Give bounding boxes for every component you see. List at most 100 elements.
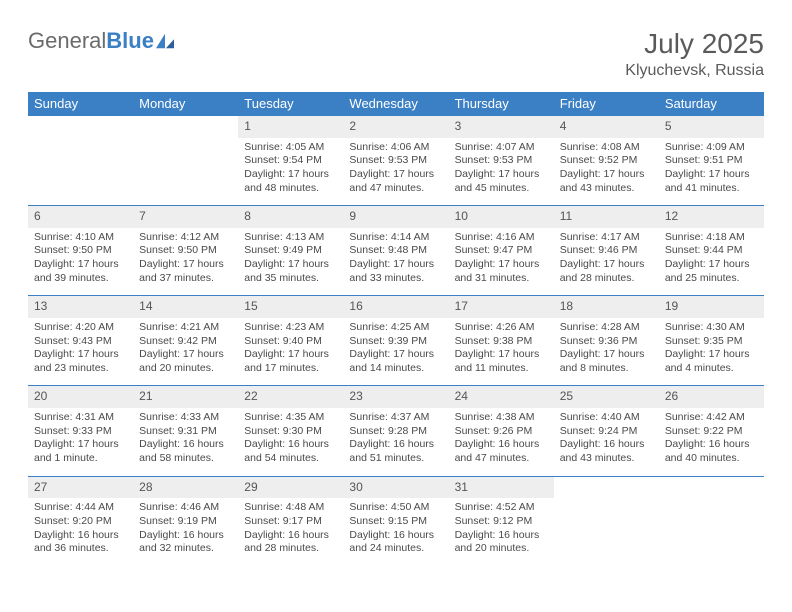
day-cell: 27Sunrise: 4:44 AMSunset: 9:20 PMDayligh… xyxy=(28,476,133,566)
day-cell xyxy=(28,116,133,206)
daylight-text: and 33 minutes. xyxy=(349,272,442,286)
sail-icon xyxy=(154,32,176,50)
title-block: July 2025 Klyuchevsk, Russia xyxy=(625,28,764,80)
sunrise-text: Sunrise: 4:06 AM xyxy=(349,141,442,155)
daylight-text: Daylight: 16 hours xyxy=(139,438,232,452)
sunrise-text: Sunrise: 4:05 AM xyxy=(244,141,337,155)
sunrise-text: Sunrise: 4:07 AM xyxy=(455,141,548,155)
sunset-text: Sunset: 9:38 PM xyxy=(455,335,548,349)
sunset-text: Sunset: 9:28 PM xyxy=(349,425,442,439)
day-body: Sunrise: 4:28 AMSunset: 9:36 PMDaylight:… xyxy=(554,318,659,386)
day-cell: 13Sunrise: 4:20 AMSunset: 9:43 PMDayligh… xyxy=(28,296,133,386)
day-body: Sunrise: 4:09 AMSunset: 9:51 PMDaylight:… xyxy=(659,138,764,206)
sunrise-text: Sunrise: 4:12 AM xyxy=(139,231,232,245)
daylight-text: Daylight: 17 hours xyxy=(665,258,758,272)
day-body: Sunrise: 4:05 AMSunset: 9:54 PMDaylight:… xyxy=(238,138,343,206)
sunrise-text: Sunrise: 4:26 AM xyxy=(455,321,548,335)
logo-word2: Blue xyxy=(106,28,154,53)
daylight-text: Daylight: 17 hours xyxy=(139,348,232,362)
day-cell: 18Sunrise: 4:28 AMSunset: 9:36 PMDayligh… xyxy=(554,296,659,386)
day-cell xyxy=(133,116,238,206)
day-cell: 25Sunrise: 4:40 AMSunset: 9:24 PMDayligh… xyxy=(554,386,659,476)
daylight-text: and 35 minutes. xyxy=(244,272,337,286)
sunset-text: Sunset: 9:50 PM xyxy=(139,244,232,258)
daylight-text: Daylight: 16 hours xyxy=(34,529,127,543)
day-number: 9 xyxy=(343,206,448,228)
sunset-text: Sunset: 9:26 PM xyxy=(455,425,548,439)
daylight-text: Daylight: 17 hours xyxy=(560,348,653,362)
sunrise-text: Sunrise: 4:44 AM xyxy=(34,501,127,515)
day-cell: 30Sunrise: 4:50 AMSunset: 9:15 PMDayligh… xyxy=(343,476,448,566)
sunrise-text: Sunrise: 4:10 AM xyxy=(34,231,127,245)
day-number: 29 xyxy=(238,477,343,499)
sunrise-text: Sunrise: 4:20 AM xyxy=(34,321,127,335)
day-cell: 16Sunrise: 4:25 AMSunset: 9:39 PMDayligh… xyxy=(343,296,448,386)
day-cell: 4Sunrise: 4:08 AMSunset: 9:52 PMDaylight… xyxy=(554,116,659,206)
day-cell: 3Sunrise: 4:07 AMSunset: 9:53 PMDaylight… xyxy=(449,116,554,206)
sunset-text: Sunset: 9:22 PM xyxy=(665,425,758,439)
sunrise-text: Sunrise: 4:46 AM xyxy=(139,501,232,515)
daylight-text: and 48 minutes. xyxy=(244,182,337,196)
daylight-text: Daylight: 17 hours xyxy=(560,168,653,182)
sunrise-text: Sunrise: 4:13 AM xyxy=(244,231,337,245)
day-number: 23 xyxy=(343,386,448,408)
day-body: Sunrise: 4:48 AMSunset: 9:17 PMDaylight:… xyxy=(238,498,343,566)
day-body: Sunrise: 4:16 AMSunset: 9:47 PMDaylight:… xyxy=(449,228,554,296)
daylight-text: Daylight: 17 hours xyxy=(665,348,758,362)
daylight-text: and 37 minutes. xyxy=(139,272,232,286)
day-cell: 21 Sunrise: 4:33 AMSunset: 9:31 PMDayligh… xyxy=(133,386,238,476)
day-number: 1 xyxy=(238,116,343,138)
day-number: 19 xyxy=(659,296,764,318)
daylight-text: and 28 minutes. xyxy=(560,272,653,286)
day-number: 5 xyxy=(659,116,764,138)
day-cell: 2Sunrise: 4:06 AMSunset: 9:53 PMDaylight… xyxy=(343,116,448,206)
day-cell xyxy=(554,476,659,566)
day-body: Sunrise: 4:13 AMSunset: 9:49 PMDaylight:… xyxy=(238,228,343,296)
week-row: 20Sunrise: 4:31 AMSunset: 9:33 PMDayligh… xyxy=(28,386,764,476)
day-cell: 11Sunrise: 4:17 AMSunset: 9:46 PMDayligh… xyxy=(554,206,659,296)
daylight-text: and 43 minutes. xyxy=(560,452,653,466)
daylight-text: and 39 minutes. xyxy=(34,272,127,286)
day-number: 14 xyxy=(133,296,238,318)
sunrise-text: Sunrise: 4:17 AM xyxy=(560,231,653,245)
sunset-text: Sunset: 9:53 PM xyxy=(455,154,548,168)
sunrise-text: Sunrise: 4:28 AM xyxy=(560,321,653,335)
day-number: 15 xyxy=(238,296,343,318)
sunset-text: Sunset: 9:17 PM xyxy=(244,515,337,529)
sunset-text: Sunset: 9:43 PM xyxy=(34,335,127,349)
daylight-text: Daylight: 17 hours xyxy=(34,348,127,362)
day-body: Sunrise: 4:17 AMSunset: 9:46 PMDaylight:… xyxy=(554,228,659,296)
day-cell: 14Sunrise: 4:21 AMSunset: 9:42 PMDayligh… xyxy=(133,296,238,386)
sunrise-text: Sunrise: 4:37 AM xyxy=(349,411,442,425)
day-cell: 26Sunrise: 4:42 AMSunset: 9:22 PMDayligh… xyxy=(659,386,764,476)
daylight-text: Daylight: 17 hours xyxy=(349,168,442,182)
daylight-text: Daylight: 17 hours xyxy=(349,258,442,272)
sunset-text: Sunset: 9:31 PM xyxy=(139,425,232,439)
location: Klyuchevsk, Russia xyxy=(625,62,764,80)
sunrise-text: Sunrise: 4:31 AM xyxy=(34,411,127,425)
daylight-text: Daylight: 17 hours xyxy=(455,258,548,272)
sunrise-text: Sunrise: 4:23 AM xyxy=(244,321,337,335)
day-number: 21 xyxy=(133,386,238,408)
day-body: Sunrise: 4:25 AMSunset: 9:39 PMDaylight:… xyxy=(343,318,448,386)
daylight-text: and 32 minutes. xyxy=(139,542,232,556)
dow-friday: Friday xyxy=(554,92,659,116)
daylight-text: and 24 minutes. xyxy=(349,542,442,556)
daylight-text: Daylight: 17 hours xyxy=(665,168,758,182)
sunrise-text: Sunrise: 4:33 AM xyxy=(139,411,232,425)
week-row: 6Sunrise: 4:10 AMSunset: 9:50 PMDaylight… xyxy=(28,206,764,296)
sunset-text: Sunset: 9:51 PM xyxy=(665,154,758,168)
daylight-text: and 47 minutes. xyxy=(455,452,548,466)
daylight-text: Daylight: 16 hours xyxy=(455,438,548,452)
sunrise-text: Sunrise: 4:35 AM xyxy=(244,411,337,425)
day-number: 25 xyxy=(554,386,659,408)
day-body: Sunrise: 4:26 AMSunset: 9:38 PMDaylight:… xyxy=(449,318,554,386)
sunrise-text: Sunrise: 4:25 AM xyxy=(349,321,442,335)
day-body: Sunrise: 4:18 AMSunset: 9:44 PMDaylight:… xyxy=(659,228,764,296)
day-number: 10 xyxy=(449,206,554,228)
daylight-text: and 20 minutes. xyxy=(139,362,232,376)
dow-monday: Monday xyxy=(133,92,238,116)
day-body: Sunrise: 4:42 AMSunset: 9:22 PMDaylight:… xyxy=(659,408,764,476)
day-cell: 19Sunrise: 4:30 AMSunset: 9:35 PMDayligh… xyxy=(659,296,764,386)
day-cell: 1Sunrise: 4:05 AMSunset: 9:54 PMDaylight… xyxy=(238,116,343,206)
